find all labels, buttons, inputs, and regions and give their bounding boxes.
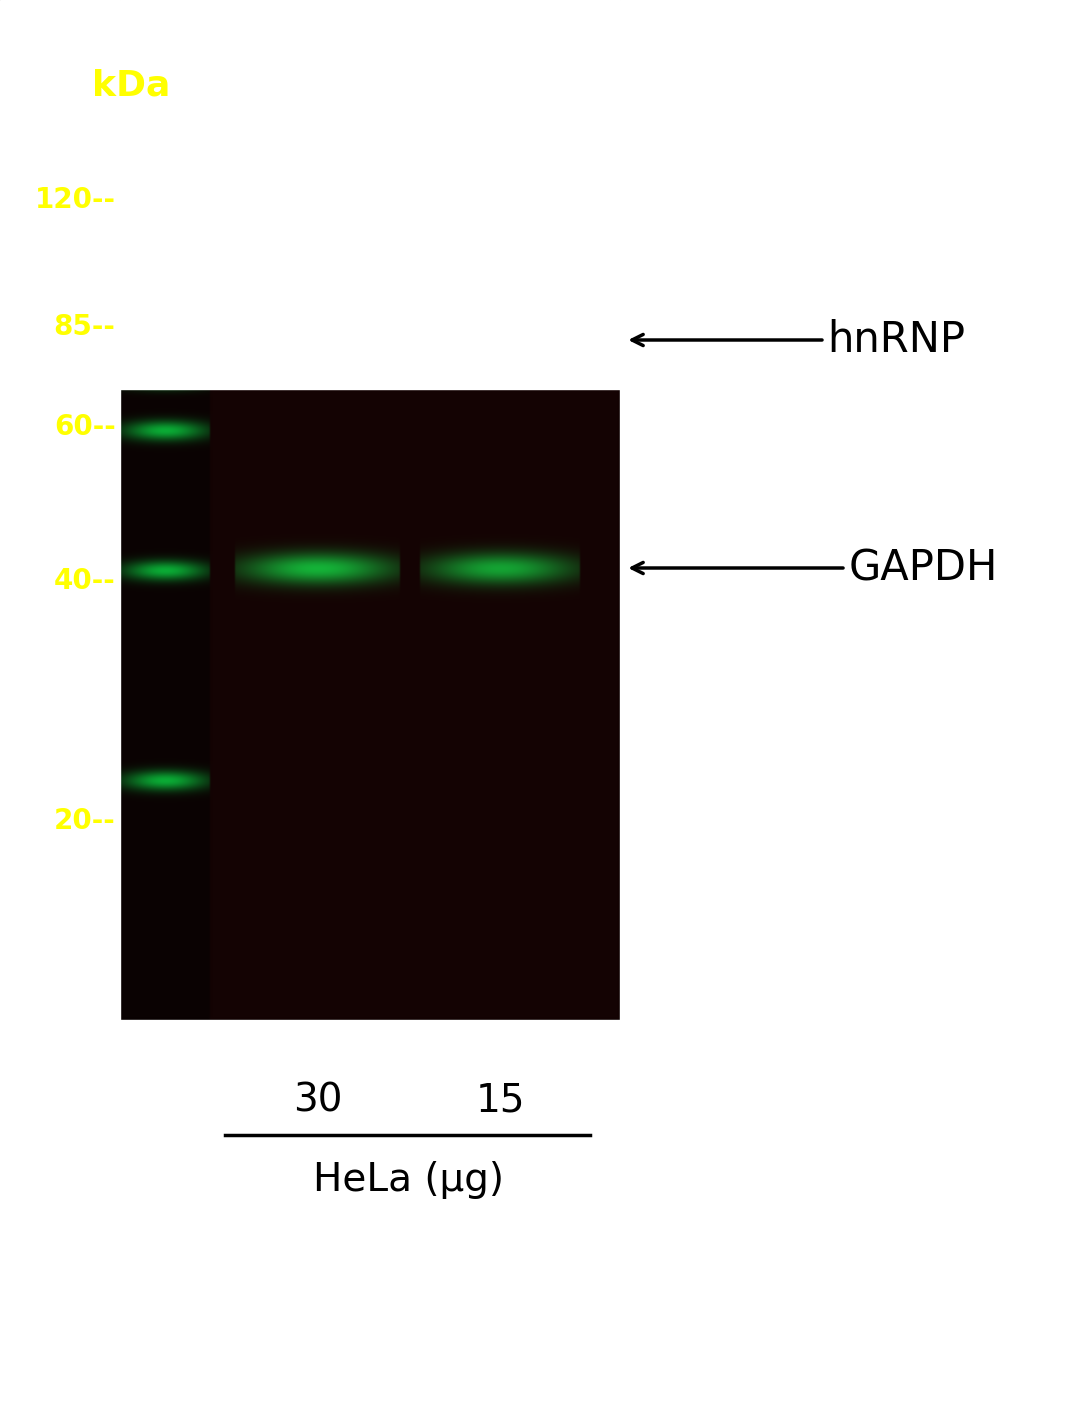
Text: 60--: 60--: [54, 413, 116, 441]
Text: 85--: 85--: [54, 313, 116, 341]
Text: 120--: 120--: [35, 186, 116, 214]
Text: hnRNP: hnRNP: [632, 318, 966, 361]
Text: 20--: 20--: [54, 807, 116, 836]
Text: HeLa (μg): HeLa (μg): [313, 1161, 504, 1199]
Text: 30: 30: [293, 1081, 342, 1119]
Bar: [0, 0, 120, 1409]
Bar: [120, 1020, 620, 1409]
Text: kDa: kDa: [92, 68, 171, 101]
Text: 40--: 40--: [54, 566, 116, 595]
Bar: [620, 0, 1080, 1409]
Text: 15: 15: [475, 1081, 525, 1119]
Bar: [120, 0, 620, 389]
Text: GAPDH: GAPDH: [632, 547, 998, 589]
